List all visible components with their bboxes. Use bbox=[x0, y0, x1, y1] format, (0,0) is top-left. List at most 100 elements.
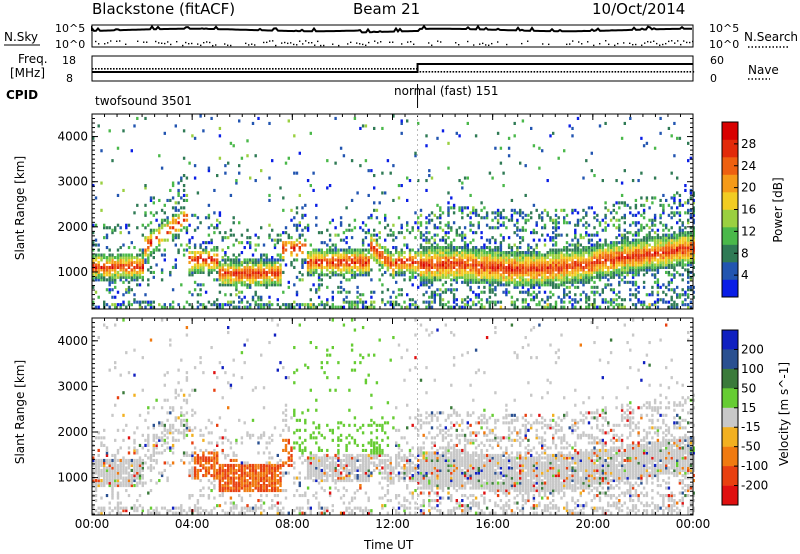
data-cell bbox=[309, 268, 312, 272]
data-cell bbox=[174, 213, 177, 217]
data-cell bbox=[160, 208, 164, 212]
data-cell bbox=[350, 268, 354, 272]
nsearch-dot bbox=[314, 44, 316, 46]
data-cell bbox=[463, 305, 467, 309]
data-cell bbox=[337, 263, 340, 267]
data-cell bbox=[441, 246, 445, 250]
data-cell bbox=[361, 221, 365, 225]
data-cell bbox=[631, 248, 635, 252]
data-cell bbox=[395, 280, 398, 284]
data-cell bbox=[687, 258, 690, 262]
nave-dot bbox=[101, 68, 103, 70]
data-cell bbox=[356, 191, 359, 195]
data-cell bbox=[163, 131, 166, 135]
data-cell bbox=[111, 486, 114, 490]
data-cell bbox=[273, 246, 277, 250]
data-cell bbox=[601, 251, 604, 255]
data-cell bbox=[571, 280, 574, 284]
data-cell bbox=[389, 273, 392, 277]
data-cell bbox=[642, 248, 646, 252]
data-cell bbox=[199, 221, 202, 225]
data-cell bbox=[268, 303, 271, 307]
nave-dot bbox=[116, 68, 118, 70]
data-cell bbox=[452, 206, 456, 210]
data-cell bbox=[598, 268, 602, 272]
data-cell bbox=[196, 251, 200, 255]
data-cell bbox=[615, 268, 618, 272]
data-cell bbox=[425, 248, 428, 252]
nsearch-dot bbox=[674, 42, 676, 44]
data-cell bbox=[609, 288, 613, 292]
data-cell bbox=[543, 258, 547, 262]
data-cell bbox=[552, 218, 555, 222]
data-cell bbox=[684, 253, 687, 257]
data-cell bbox=[147, 256, 150, 260]
data-cell bbox=[94, 253, 98, 257]
data-cell bbox=[441, 290, 445, 294]
data-cell bbox=[293, 305, 296, 309]
data-cell bbox=[105, 446, 109, 450]
data-cell bbox=[397, 231, 401, 235]
data-cell bbox=[133, 484, 136, 488]
data-cell bbox=[356, 260, 359, 264]
data-cell bbox=[177, 213, 180, 217]
data-cell bbox=[656, 243, 660, 247]
data-cell bbox=[670, 278, 673, 282]
y-tick-label: 2000 bbox=[57, 220, 88, 234]
data-cell bbox=[634, 295, 638, 299]
data-cell bbox=[560, 265, 563, 269]
nave-dot bbox=[323, 68, 325, 70]
data-cell bbox=[97, 479, 100, 483]
data-cell bbox=[662, 256, 665, 260]
data-cell bbox=[455, 268, 458, 272]
data-cell bbox=[158, 231, 161, 235]
data-cell bbox=[103, 474, 106, 478]
data-cell bbox=[615, 265, 618, 269]
data-cell bbox=[488, 251, 492, 255]
data-cell bbox=[425, 273, 428, 277]
data-cell bbox=[249, 303, 252, 307]
data-cell bbox=[604, 213, 607, 217]
data-cell bbox=[692, 258, 695, 262]
data-cell bbox=[620, 216, 624, 220]
data-cell bbox=[276, 268, 279, 272]
data-cell bbox=[576, 268, 580, 272]
data-cell bbox=[521, 260, 525, 264]
data-cell bbox=[524, 298, 527, 302]
data-cell bbox=[320, 273, 323, 277]
data-cell bbox=[593, 270, 596, 274]
data-cell bbox=[152, 201, 155, 205]
data-cell bbox=[105, 466, 109, 470]
data-cell bbox=[634, 283, 638, 287]
data-cell bbox=[364, 268, 368, 272]
data-cell bbox=[678, 256, 682, 260]
data-cell bbox=[543, 273, 547, 277]
nsearch-dot bbox=[662, 43, 664, 46]
data-cell bbox=[623, 248, 626, 252]
data-cell bbox=[612, 246, 615, 250]
data-cell bbox=[353, 248, 357, 252]
data-cell bbox=[436, 216, 439, 220]
data-cell bbox=[403, 256, 406, 260]
data-cell bbox=[395, 303, 398, 307]
data-cell bbox=[334, 116, 337, 120]
data-cell bbox=[177, 193, 180, 197]
data-cell bbox=[373, 228, 376, 232]
data-cell bbox=[293, 241, 296, 245]
data-cell bbox=[202, 248, 205, 252]
data-cell bbox=[339, 260, 343, 264]
data-cell bbox=[284, 248, 288, 252]
data-cell bbox=[524, 263, 527, 267]
data-cell bbox=[221, 268, 224, 272]
data-cell bbox=[496, 246, 500, 250]
data-cell bbox=[549, 216, 552, 220]
data-cell bbox=[689, 263, 693, 267]
nsearch-dot bbox=[188, 43, 190, 45]
data-cell bbox=[463, 241, 467, 245]
data-cell bbox=[439, 246, 442, 250]
data-cell bbox=[576, 221, 580, 225]
data-cell bbox=[348, 265, 351, 269]
data-cell bbox=[590, 278, 593, 282]
data-cell bbox=[596, 270, 599, 274]
data-cell bbox=[158, 223, 161, 227]
